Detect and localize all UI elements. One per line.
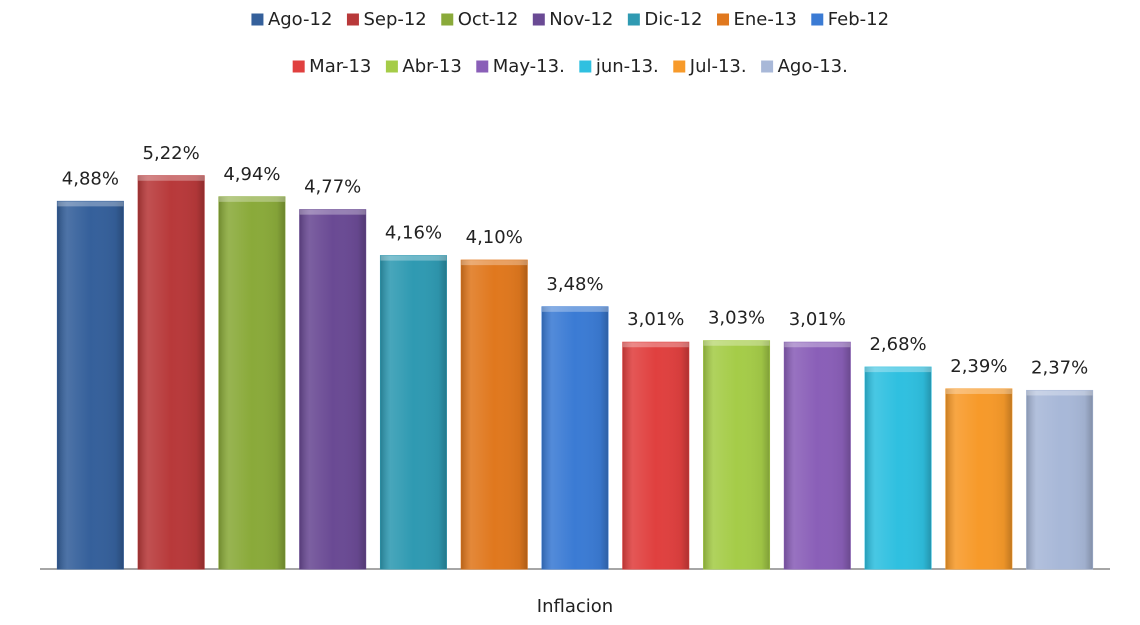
data-label: 4,16% — [385, 223, 442, 244]
legend-swatch — [578, 59, 593, 74]
bar-bevel — [865, 367, 932, 373]
data-label: 4,88% — [62, 168, 119, 189]
bar-bevel — [57, 201, 124, 207]
bar-bevel — [622, 342, 689, 348]
legend-swatch — [672, 59, 687, 74]
data-label: 5,22% — [143, 143, 200, 164]
legend-swatch — [475, 59, 490, 74]
bar-bevel — [542, 306, 608, 312]
legend-label: Feb-12 — [828, 9, 889, 30]
legend-swatch — [626, 12, 641, 27]
legend-swatch — [440, 12, 455, 27]
bar-bevel — [784, 342, 851, 348]
bar-bevel — [703, 340, 770, 346]
legend-label: jun-13. — [595, 56, 659, 77]
data-label: 3,48% — [546, 274, 603, 295]
legend-label: Nov-12 — [549, 9, 613, 30]
legend-label: Jul-13. — [689, 56, 747, 77]
bar-bevel — [218, 196, 285, 202]
legend-label: Ago-13. — [778, 56, 848, 77]
bar-shine — [299, 209, 366, 569]
x-axis-label: Inflacion — [537, 596, 613, 617]
bar-bevel — [299, 209, 366, 215]
legend-swatch — [345, 12, 360, 27]
bar-shine — [138, 175, 205, 569]
data-label: 4,10% — [466, 227, 523, 248]
legend-swatch — [531, 12, 546, 27]
legend-label: Oct-12 — [458, 9, 519, 30]
bar-shine — [542, 306, 608, 569]
bar-shine — [703, 340, 770, 569]
legend-swatch — [250, 12, 265, 27]
bar-shine — [218, 196, 285, 569]
bar-bevel — [1026, 390, 1093, 396]
legend-label: Mar-13 — [309, 56, 371, 77]
bar-bevel — [138, 175, 205, 181]
legend-row: Mar-13 Abr-13 May-13. jun-13. Jul-13. Ago-13. — [291, 56, 848, 77]
bar-shine — [784, 342, 851, 569]
bar-shine — [380, 255, 447, 569]
bar-shine — [461, 260, 528, 569]
data-label: 3,01% — [627, 309, 684, 330]
bar-shine — [865, 367, 932, 569]
legend-swatch — [384, 59, 399, 74]
legend-swatch — [291, 59, 306, 74]
data-label: 3,01% — [789, 309, 846, 330]
bar-shine — [622, 342, 689, 569]
data-label: 2,68% — [869, 334, 926, 355]
bar-bevel — [380, 255, 447, 261]
data-label: 2,39% — [950, 356, 1007, 377]
data-label: 2,37% — [1031, 357, 1088, 378]
legend-label: Sep-12 — [363, 9, 426, 30]
data-label: 3,03% — [708, 308, 765, 329]
legend-label: Abr-13 — [402, 56, 461, 77]
data-label: 4,77% — [304, 177, 361, 198]
legend-label: Dic-12 — [644, 9, 702, 30]
legend-label: May-13. — [493, 56, 565, 77]
bar-shine — [1026, 390, 1093, 569]
legend-row: Ago-12 Sep-12 Oct-12 Nov-12 Dic-12 Ene-13 Feb-… — [250, 9, 889, 30]
bar-shine — [57, 201, 124, 569]
legend-swatch — [716, 12, 731, 27]
bar-bevel — [461, 260, 528, 266]
legend-swatch — [810, 12, 825, 27]
legend-label: Ene-13 — [734, 9, 797, 30]
data-label: 4,94% — [223, 164, 280, 185]
bar-bevel — [945, 388, 1012, 394]
legend-label: Ago-12 — [268, 9, 333, 30]
bar-shine — [945, 388, 1012, 569]
legend-swatch — [760, 59, 775, 74]
